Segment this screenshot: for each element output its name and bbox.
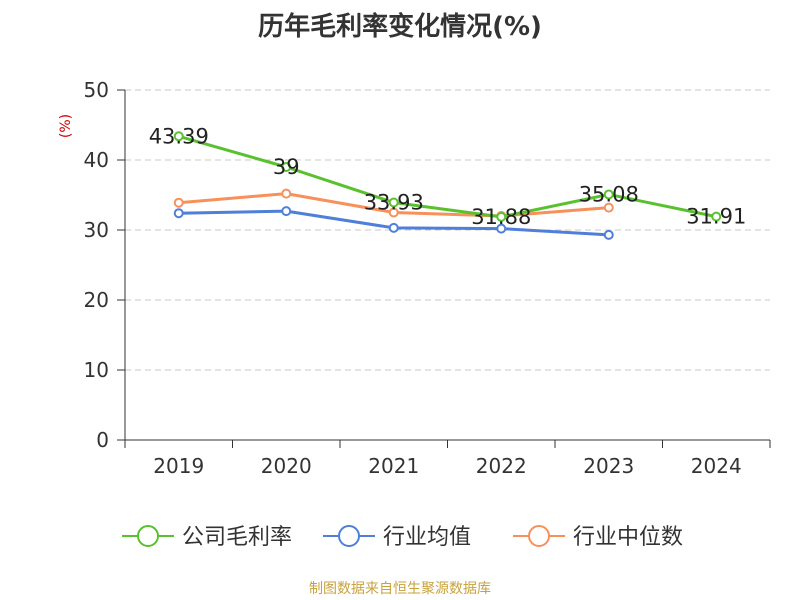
legend-marker <box>528 525 550 547</box>
x-tick-label: 2020 <box>261 454 312 478</box>
axes: 0 10 20 30 40 50 (%) 2019 2020 2021 2022 2023 2024 <box>58 78 771 478</box>
data-point <box>173 197 184 208</box>
data-label: 35.08 <box>579 182 639 206</box>
legend-marker <box>338 525 360 547</box>
data-point <box>603 189 614 200</box>
data-label: 39 <box>273 155 300 179</box>
y-tick-label: 30 <box>84 218 109 242</box>
data-label: 33.93 <box>364 190 424 214</box>
x-tick-label: 2021 <box>368 454 419 478</box>
y-tick-label: 20 <box>84 288 109 312</box>
data-point <box>281 206 292 217</box>
data-point <box>603 229 614 240</box>
y-axis-label: (%) <box>58 114 74 138</box>
data-point <box>603 202 614 213</box>
y-tick-label: 40 <box>84 148 109 172</box>
x-tick-label: 2022 <box>476 454 527 478</box>
data-point <box>496 211 507 222</box>
data-label: 31.91 <box>686 205 746 229</box>
data-point <box>496 223 507 234</box>
legend-label: 行业均值 <box>383 525 471 550</box>
data-point <box>173 208 184 219</box>
x-tick-label: 2024 <box>691 454 742 478</box>
y-tick-label: 0 <box>96 428 109 452</box>
x-tick-label: 2019 <box>153 454 204 478</box>
data-point <box>711 211 722 222</box>
y-tick-label: 10 <box>84 358 109 382</box>
data-point <box>281 188 292 199</box>
data-point <box>281 162 292 172</box>
y-tick-label: 50 <box>84 78 109 102</box>
data-label: 31.88 <box>471 205 531 229</box>
legend: 公司毛利率 行业均值 行业中位数 <box>122 525 683 550</box>
series-line-1 <box>178 134 717 219</box>
data-point <box>388 222 399 233</box>
data-label: 43.39 <box>149 124 209 148</box>
chart-title: 历年毛利率变化情况(%) <box>258 12 542 42</box>
data-labels: 43.39 39 33.93 31.88 35.08 31.91 <box>149 124 747 229</box>
data-point <box>388 197 399 208</box>
data-point <box>388 207 399 218</box>
legend-marker <box>137 525 159 547</box>
source-note: 制图数据来自恒生聚源数据库 <box>309 581 491 597</box>
data-point <box>173 131 184 142</box>
legend-label: 行业中位数 <box>573 525 683 550</box>
x-tick-label: 2023 <box>583 454 634 478</box>
grid-lines <box>125 89 770 371</box>
series-lines <box>173 131 722 240</box>
legend-label: 公司毛利率 <box>182 525 292 550</box>
